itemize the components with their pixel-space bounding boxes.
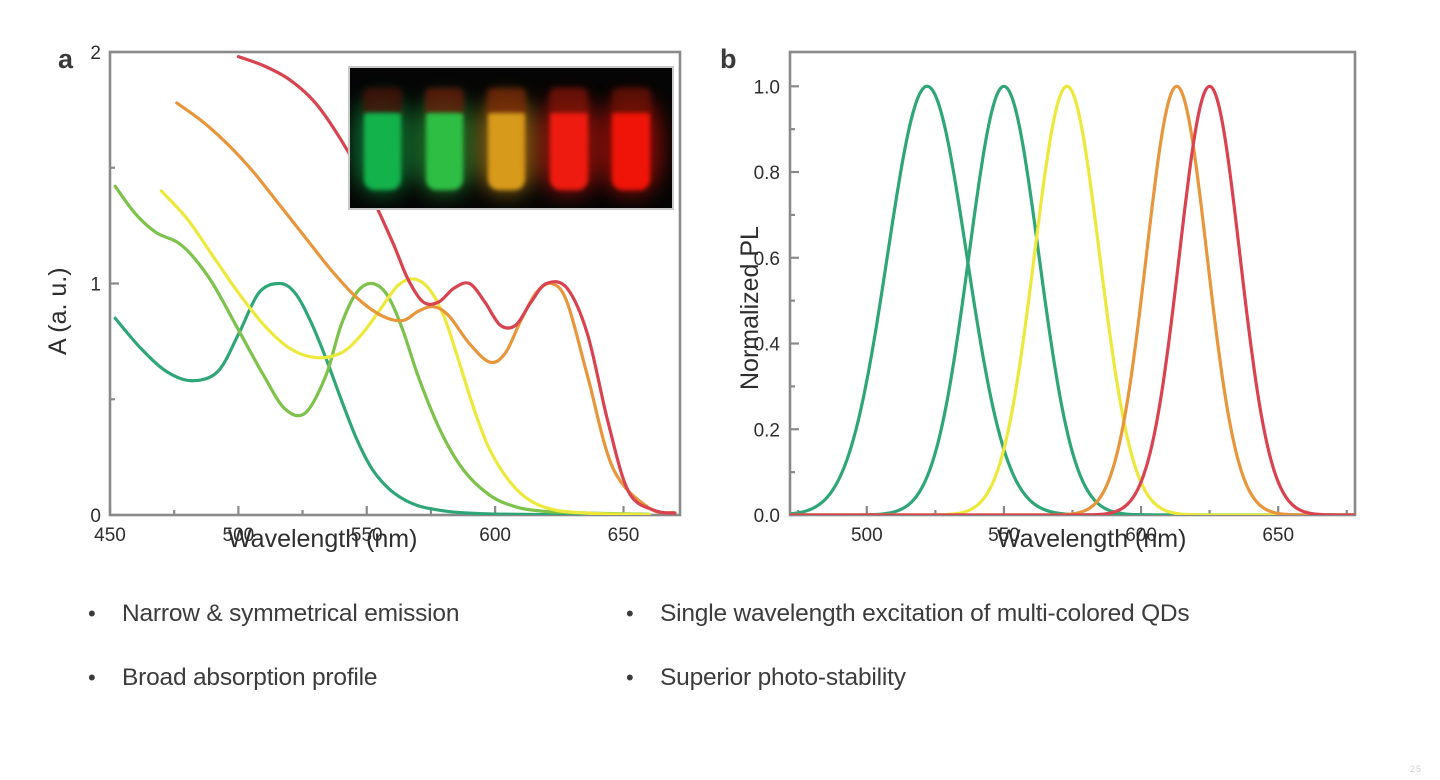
- red-vial-4: [539, 87, 599, 194]
- qd-vials-photograph: [348, 66, 674, 210]
- bullet-text: Broad absorption profile: [122, 664, 378, 691]
- panel-a-plot: 450 500 550 600 650 0 1 2: [90, 43, 682, 546]
- vial-cap: [362, 87, 403, 116]
- svg-text:0.2: 0.2: [754, 420, 780, 441]
- svg-text:0.8: 0.8: [754, 163, 780, 184]
- bullet-marker-icon: •: [626, 665, 634, 690]
- bullet-item: • Superior photo-stability: [626, 664, 1386, 692]
- panel-a-absorption: a 450 500 550 600 650 0 1 2 Wavelength (nm) A (…: [0, 0, 710, 600]
- panel-a-letter: a: [58, 44, 74, 74]
- bullet-text: Narrow & symmetrical emission: [122, 600, 460, 627]
- bullet-item: • Single wavelength excitation of multi-c…: [626, 600, 1386, 628]
- vial-cap: [611, 87, 651, 116]
- svg-text:600: 600: [1125, 525, 1157, 546]
- vial-cap: [549, 87, 589, 116]
- svg-text:500: 500: [851, 525, 883, 546]
- page-number: 25: [1409, 764, 1422, 774]
- svg-text:1: 1: [90, 275, 101, 296]
- vial-body: [363, 113, 402, 190]
- vial-cap: [487, 87, 527, 116]
- panel-a-xaxis-title: Wavelength (nm): [228, 525, 418, 553]
- bullet-column-right: • Single wavelength excitation of multi-c…: [626, 600, 1386, 728]
- svg-text:2: 2: [90, 43, 101, 64]
- panel-a-yaxis-title: A (a. u.): [44, 267, 72, 355]
- bullet-marker-icon: •: [88, 665, 96, 690]
- panel-b-yaxis-title: Normalized PL: [736, 226, 764, 390]
- figure-area: a 450 500 550 600 650 0 1 2 Wavelength (nm) A (…: [0, 0, 1440, 600]
- bullet-marker-icon: •: [88, 601, 96, 626]
- vial-body: [425, 113, 464, 190]
- red-vial-5: [601, 87, 661, 194]
- panel-b-letter: b: [720, 44, 737, 74]
- bullet-item: • Broad absorption profile: [88, 664, 648, 692]
- svg-text:0.6: 0.6: [754, 249, 780, 270]
- vial-body: [488, 113, 526, 190]
- vial-cap: [425, 87, 465, 116]
- svg-text:650: 650: [608, 525, 640, 546]
- svg-text:650: 650: [1262, 525, 1294, 546]
- svg-text:550: 550: [988, 525, 1020, 546]
- bullet-item: • Narrow & symmetrical emission: [88, 600, 648, 628]
- bullet-lists: • Narrow & symmetrical emission • Broad abs…: [0, 600, 1440, 780]
- panel-b-plot: 500 550 600 650 0.0 0.2 0.4 0.6 0.8 1.0: [754, 50, 1357, 546]
- vial-body: [550, 113, 588, 190]
- svg-text:600: 600: [479, 525, 511, 546]
- svg-text:500: 500: [223, 525, 255, 546]
- bullet-text: Single wavelength excitation of multi-co…: [660, 600, 1190, 627]
- amber-vial-3: [477, 87, 537, 194]
- panel-b-xaxis-title: Wavelength (nm): [997, 525, 1187, 553]
- bullet-marker-icon: •: [626, 601, 634, 626]
- svg-text:1.0: 1.0: [754, 77, 780, 98]
- svg-text:0: 0: [90, 506, 101, 527]
- svg-text:550: 550: [351, 525, 383, 546]
- bullet-column-left: • Narrow & symmetrical emission • Broad abs…: [88, 600, 648, 728]
- vial-body: [612, 113, 650, 190]
- svg-text:450: 450: [94, 525, 126, 546]
- svg-text:0.4: 0.4: [754, 335, 781, 356]
- svg-text:0.0: 0.0: [754, 506, 780, 527]
- green-vial-2: [414, 87, 475, 194]
- bullet-text: Superior photo-stability: [660, 664, 906, 691]
- panel-b-photoluminescence: b 500 550 600 650 0.0 0.2 0.4 0.6 0.8 1.0 Wavelen…: [700, 0, 1440, 600]
- green-vial-1: [352, 87, 413, 194]
